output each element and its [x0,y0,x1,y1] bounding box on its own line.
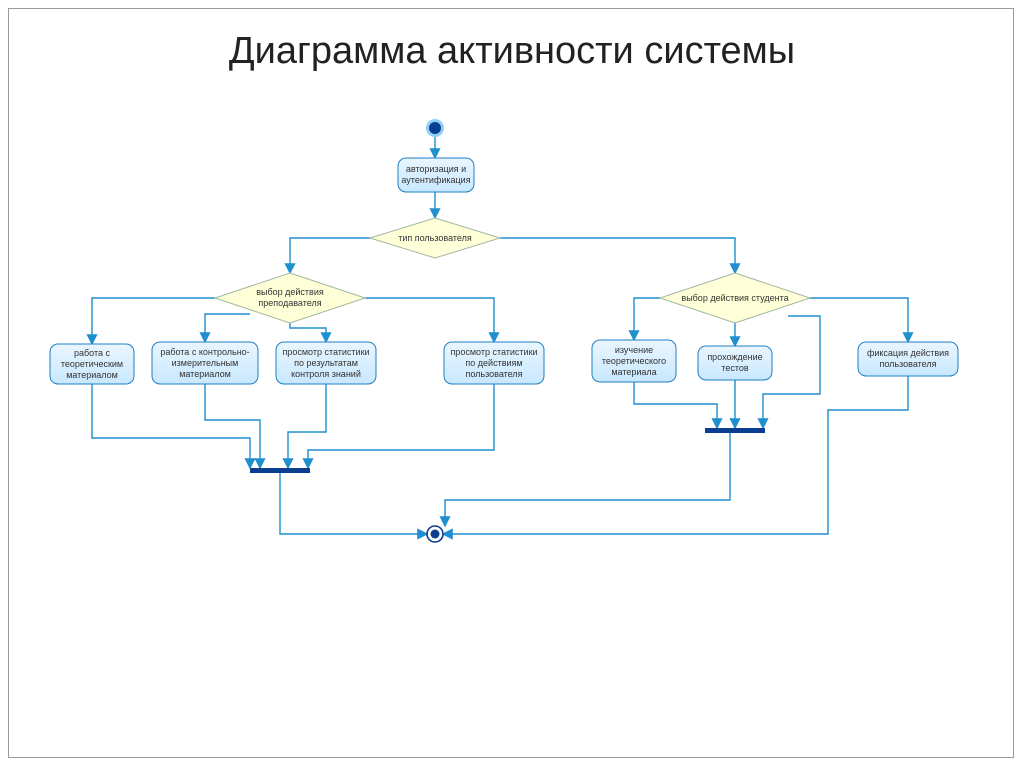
edge-14 [288,384,326,468]
edge-2 [290,238,370,273]
edge-20 [445,433,730,526]
activity-diagram [0,0,1024,768]
edge-13 [205,384,260,468]
edge-4 [92,298,215,344]
edge-11 [810,298,908,342]
sync-bar-syncL [250,468,310,473]
edge-18 [443,376,908,534]
activity-a4 [444,342,544,384]
end-node-dot [431,530,440,539]
activity-a3 [276,342,376,384]
edge-5 [205,314,250,342]
edge-16 [634,382,717,428]
edge-19 [280,473,427,534]
edge-3 [500,238,735,273]
edge-6 [290,323,326,342]
activity-a2 [152,342,258,384]
activity-a1 [50,344,134,384]
activity-auth [398,158,474,192]
activity-a6 [698,346,772,380]
start-node [429,122,441,134]
decision-d_stud [660,273,810,323]
activity-a7 [858,342,958,376]
edge-8 [634,298,660,340]
activity-a5 [592,340,676,382]
decision-d_user [370,218,500,258]
sync-bar-syncR [705,428,765,433]
edge-12 [92,384,250,468]
decision-d_teach [215,273,365,323]
edge-7 [365,298,494,342]
edge-15 [308,384,494,468]
